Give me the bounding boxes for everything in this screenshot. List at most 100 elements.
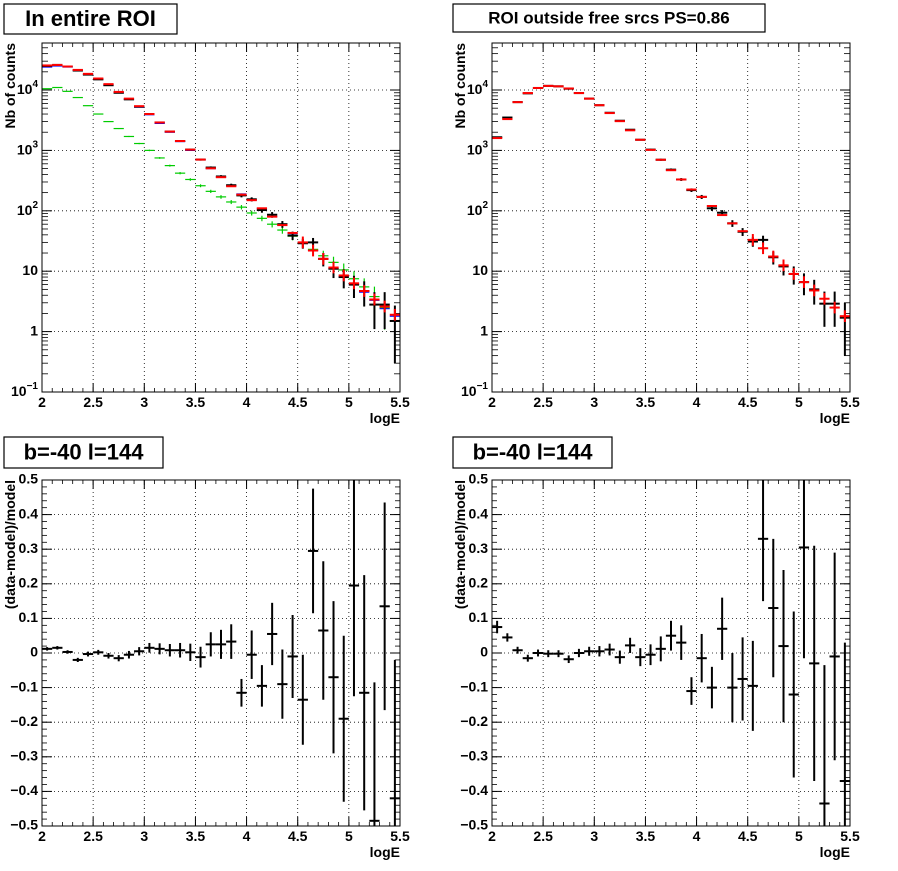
data-point [819, 292, 830, 305]
data-point [297, 236, 308, 249]
x-tick-label: 5.5 [840, 828, 860, 844]
x-tick-label: 2 [488, 394, 496, 410]
data-point [348, 480, 360, 697]
x-axis-label: logE [820, 410, 850, 426]
data-point [747, 640, 758, 731]
data-point [134, 647, 145, 656]
x-axis-label: logE [370, 410, 400, 426]
chart-title: In entire ROI [25, 6, 156, 31]
data-point [768, 538, 779, 678]
plot-area [42, 43, 400, 392]
y-tick-label: 0.4 [19, 505, 39, 521]
data-point [676, 625, 687, 660]
data-point [778, 569, 789, 723]
series-4 [42, 63, 400, 321]
x-tick-label: 5 [795, 394, 803, 410]
x-tick-label: 5.5 [840, 394, 860, 410]
data-point [215, 629, 227, 659]
series-1 [492, 480, 850, 826]
data-point [287, 614, 298, 698]
y-tick-label: −0.2 [10, 713, 38, 729]
data-point [747, 234, 758, 246]
title-box [452, 3, 766, 33]
x-tick-label: 3.5 [636, 828, 656, 844]
data-point [256, 665, 268, 707]
data-point [717, 597, 728, 660]
chart-title: b=-40 l=144 [473, 439, 594, 464]
data-point [256, 215, 268, 222]
data-point [307, 244, 319, 257]
data-point [154, 157, 165, 159]
y-tick-label: 0.5 [469, 471, 489, 487]
data-point [686, 677, 697, 705]
x-tick-label: 5.5 [390, 828, 410, 844]
data-point [226, 624, 237, 659]
data-point [839, 642, 850, 826]
y-tick-label: 103 [467, 139, 489, 157]
y-tick-label: 0 [480, 644, 488, 660]
y-tick-label: 0.1 [469, 609, 489, 625]
title-box [3, 436, 164, 469]
y-tick-label: 0.2 [469, 575, 489, 591]
x-tick-label: 2.5 [533, 394, 553, 410]
data-point [195, 184, 206, 188]
data-point [696, 633, 707, 683]
data-point [185, 643, 196, 661]
y-tick-label: 1 [480, 322, 488, 338]
data-point [338, 269, 349, 282]
data-point [839, 310, 850, 323]
data-point [798, 276, 810, 288]
x-tick-label: 4.5 [738, 828, 758, 844]
data-point [645, 644, 656, 666]
data-point [52, 646, 63, 650]
y-axis-label: (data-model)/model [2, 480, 18, 609]
chart-panel-1: 2 2.5 3 3.5 4 4.5 5 5.5 10−1 1 10 102 103 104 logE Nb o… [2, 3, 410, 426]
x-tick-label: 3.5 [636, 394, 656, 410]
data-point [788, 611, 799, 778]
data-point [614, 650, 625, 664]
data-point [369, 682, 380, 826]
data-point [164, 644, 175, 657]
y-tick-label: 102 [17, 199, 39, 217]
y-tick-label: −0.3 [460, 748, 488, 764]
data-point [798, 480, 810, 659]
data-point [809, 284, 820, 297]
data-point [829, 301, 840, 314]
y-tick-label: 103 [17, 139, 39, 157]
data-point [655, 636, 666, 662]
data-point [185, 178, 196, 181]
data-point [379, 502, 390, 711]
data-point [134, 142, 145, 145]
data-point [359, 575, 370, 811]
y-tick-label: 10−1 [461, 381, 488, 399]
data-point [123, 650, 135, 659]
y-tick-label: 104 [467, 79, 489, 97]
x-tick-label: 2.5 [83, 394, 103, 410]
plot-frame [491, 479, 851, 827]
data-point [267, 602, 278, 666]
data-point [604, 643, 615, 656]
data-point [359, 285, 370, 297]
data-point [635, 648, 646, 667]
data-point [502, 116, 513, 119]
y-axis-label: Nb of counts [452, 43, 468, 129]
x-tick-label: 3.5 [186, 394, 206, 410]
y-tick-label: 10 [472, 262, 488, 278]
data-point [706, 666, 718, 709]
plot-frame [491, 42, 851, 393]
data-point [246, 630, 257, 679]
data-point [195, 646, 206, 668]
chart-title: ROI outside free srcs PS=0.86 [488, 8, 729, 27]
data-point [42, 647, 53, 651]
data-point [236, 678, 247, 707]
y-tick-label: 0.2 [19, 575, 39, 591]
data-point [819, 665, 830, 826]
x-tick-label: 4.5 [288, 828, 308, 844]
data-point [522, 654, 533, 662]
data-point [573, 648, 585, 658]
data-point [82, 651, 94, 657]
data-point [502, 633, 513, 642]
x-tick-label: 3 [590, 828, 598, 844]
x-tick-label: 3 [140, 828, 148, 844]
